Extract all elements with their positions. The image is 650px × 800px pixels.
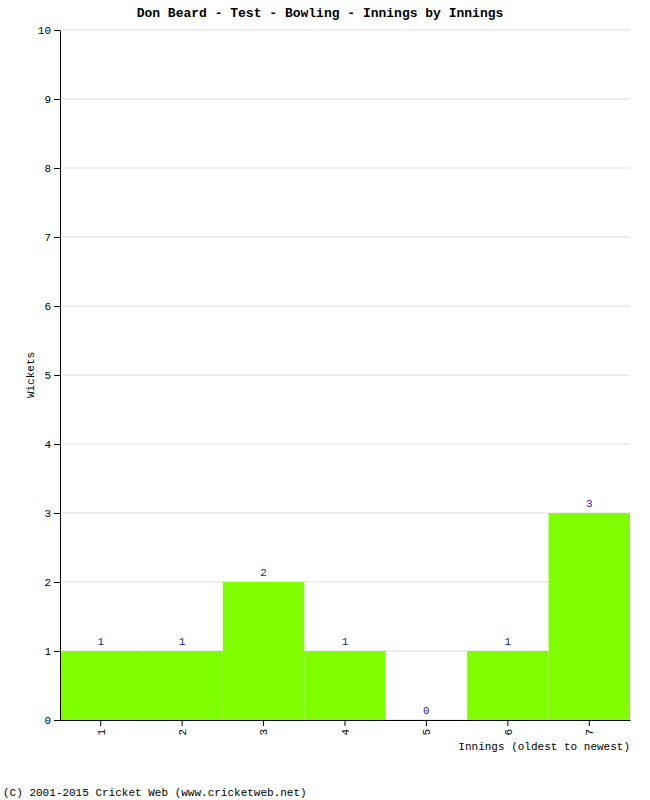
data-label: 1 [342, 636, 349, 648]
y-tick-label: 4 [44, 439, 51, 451]
grid-line [60, 444, 630, 445]
grid-line [60, 30, 630, 31]
x-tick-label: 3 [258, 729, 270, 736]
y-tick-mark [54, 30, 60, 31]
grid-line [60, 582, 630, 583]
bar [60, 651, 141, 720]
grid-line [60, 168, 630, 169]
y-tick-label: 9 [44, 94, 51, 106]
y-tick: 1 [44, 646, 60, 658]
data-label: 1 [179, 636, 186, 648]
x-tick: 3 [258, 720, 270, 736]
y-tick-label: 10 [38, 25, 51, 37]
x-axis: 1 2 3 4 5 6 7 [61, 720, 631, 736]
y-tick: 10 [38, 25, 60, 37]
y-tick-mark [54, 306, 60, 307]
y-tick-label: 8 [44, 163, 51, 175]
y-tick: 5 [44, 370, 60, 382]
y-axis: 0 1 2 3 4 5 6 7 8 9 10 [38, 25, 61, 727]
y-tick-label: 6 [44, 301, 51, 313]
x-tick: 2 [177, 720, 189, 736]
x-tick: 7 [584, 720, 596, 736]
y-tick-label: 1 [44, 646, 51, 658]
grid-line [60, 375, 630, 376]
grid-line [60, 99, 630, 100]
x-tick-label: 2 [177, 729, 189, 736]
y-axis-title: Wickets [25, 352, 37, 398]
y-tick-mark [54, 237, 60, 238]
y-tick-mark [54, 168, 60, 169]
data-label: 3 [586, 498, 593, 510]
x-tick-mark [426, 720, 427, 726]
y-tick-mark [54, 99, 60, 100]
x-axis-title: Innings (oldest to newest) [458, 741, 630, 753]
y-tick: 2 [44, 577, 60, 589]
title: Don Beard - Test - Bowling - Innings by … [137, 6, 504, 21]
data-label: 1 [97, 636, 104, 648]
y-tick-mark [54, 651, 60, 652]
y-tick-label: 5 [44, 370, 51, 382]
data-label: 1 [505, 636, 512, 648]
data-labels: 1 1 2 1 0 1 3 [97, 498, 592, 717]
grid-line [60, 513, 630, 514]
x-tick-mark [507, 720, 508, 726]
x-tick-mark [589, 720, 590, 726]
x-tick-label: 4 [340, 729, 352, 736]
x-tick-label: 1 [96, 729, 108, 736]
x-tick: 4 [340, 720, 352, 736]
bar [386, 720, 467, 721]
x-tick: 5 [421, 720, 433, 736]
x-tick-mark [263, 720, 264, 726]
chart-container: 11210130123456789101234567Don Beard - Te… [0, 0, 650, 800]
x-tick-label: 7 [584, 729, 596, 736]
bar [141, 651, 222, 720]
footer: (C) 2001-2015 Cricket Web (www.cricketwe… [3, 787, 307, 799]
y-tick-mark [54, 720, 60, 721]
y-tick-mark [54, 582, 60, 583]
grid-line [60, 306, 630, 307]
y-axis-line [60, 31, 61, 721]
grid-line [60, 237, 630, 238]
y-tick-label: 7 [44, 232, 51, 244]
x-tick-label: 5 [421, 729, 433, 736]
x-tick: 1 [96, 720, 108, 736]
y-tick: 6 [44, 301, 60, 313]
data-label: 2 [260, 567, 267, 579]
bar [304, 651, 385, 720]
y-tick-label: 2 [44, 577, 51, 589]
x-tick-mark [182, 720, 183, 726]
data-label: 0 [423, 705, 430, 717]
y-tick-mark [54, 513, 60, 514]
grid [60, 30, 630, 720]
y-tick-mark [54, 444, 60, 445]
y-tick: 3 [44, 508, 60, 520]
chart: 11210130123456789101234567Don Beard - Te… [0, 0, 650, 800]
bars [60, 513, 630, 720]
x-tick: 6 [503, 720, 515, 736]
y-tick: 9 [44, 94, 60, 106]
y-tick: 8 [44, 163, 60, 175]
y-tick-label: 0 [44, 715, 51, 727]
x-tick-label: 6 [503, 729, 515, 736]
y-tick: 0 [44, 715, 60, 727]
x-tick-mark [345, 720, 346, 726]
y-tick: 4 [44, 439, 60, 451]
y-tick: 7 [44, 232, 60, 244]
x-tick-mark [100, 720, 101, 726]
y-tick-mark [54, 375, 60, 376]
bar [549, 513, 630, 720]
bar [467, 651, 548, 720]
y-tick-label: 3 [44, 508, 51, 520]
plot: 11210130123456789101234567 [38, 25, 631, 736]
bar [223, 582, 304, 720]
